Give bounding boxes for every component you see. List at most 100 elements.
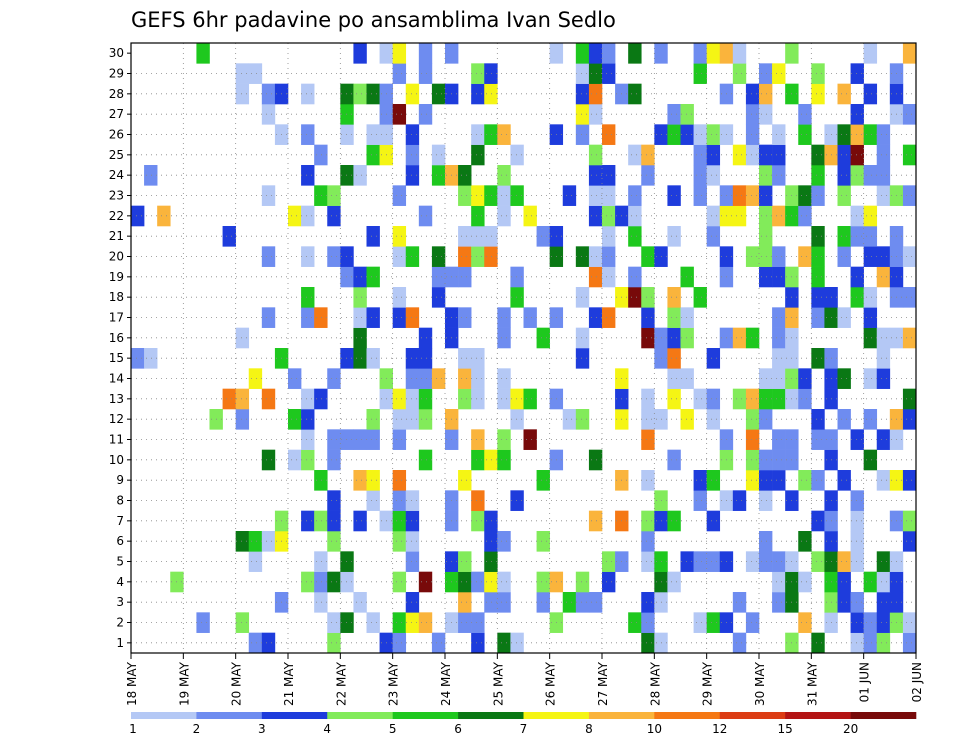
heatmap-cell [693, 388, 707, 410]
heatmap-cell [353, 165, 367, 186]
heatmap-cell [745, 104, 760, 125]
heatmap-cell [327, 246, 341, 267]
heatmap-cell [471, 205, 485, 227]
heatmap-cell [157, 205, 171, 227]
y-tick-label: 26 [109, 128, 124, 142]
heatmap-cell [628, 185, 642, 206]
heatmap-cell [235, 63, 250, 84]
heatmap-cell [798, 388, 812, 410]
heatmap-cell [641, 144, 655, 166]
heatmap-cell [602, 571, 616, 593]
heatmap-cell [850, 592, 864, 613]
heatmap-cell [641, 632, 655, 654]
heatmap-cell [536, 531, 550, 552]
heatmap-cell [366, 83, 380, 105]
heatmap-cell [902, 531, 917, 552]
heatmap-cell [575, 592, 590, 613]
heatmap-cell [288, 368, 302, 389]
heatmap-cell [759, 185, 773, 206]
heatmap-cell [772, 205, 786, 227]
y-tick-label: 23 [109, 189, 124, 203]
heatmap-cell [732, 388, 747, 410]
colorbar-label: 15 [778, 722, 793, 736]
heatmap-cell [523, 307, 537, 328]
heatmap-cell [314, 144, 328, 166]
heatmap-cell [811, 307, 825, 328]
colorbar-swatch [785, 712, 851, 719]
heatmap-cell [811, 266, 825, 288]
heatmap-cell [706, 551, 721, 572]
heatmap-cell [392, 531, 407, 552]
heatmap-cell [575, 571, 590, 593]
heatmap-cell [314, 551, 328, 572]
heatmap-cell [706, 43, 721, 64]
heatmap-cell [458, 348, 472, 369]
x-tick-label: 01 JUN [858, 662, 872, 702]
heatmap-cell [405, 165, 420, 186]
heatmap-cell [575, 83, 590, 105]
colorbar-label: 12 [712, 722, 727, 736]
heatmap-cell [798, 531, 812, 552]
heatmap-cell [471, 246, 485, 267]
heatmap-cell [405, 612, 420, 633]
heatmap-cell [628, 144, 642, 166]
heatmap-cell [327, 632, 341, 654]
y-tick-label: 14 [109, 372, 124, 386]
heatmap-cell [863, 43, 878, 64]
heatmap-cell [811, 510, 825, 532]
heatmap-cell [471, 348, 485, 369]
heatmap-cell [667, 388, 681, 410]
heatmap-cell [418, 368, 433, 389]
heatmap-cell [667, 571, 681, 593]
heatmap-cell [510, 266, 524, 288]
heatmap-cell [405, 124, 420, 145]
heatmap-cell [693, 63, 707, 84]
heatmap-cell [811, 470, 825, 491]
heatmap-cell [798, 124, 812, 145]
heatmap-cell [772, 63, 786, 84]
heatmap-cell [850, 490, 864, 511]
heatmap-cell [772, 449, 786, 471]
heatmap-cell [366, 266, 380, 288]
heatmap-cell [471, 144, 485, 166]
heatmap-cell [471, 63, 485, 84]
heatmap-cell [772, 165, 786, 186]
x-tick-label: 21 MAY [282, 661, 296, 706]
plot-frame [130, 42, 917, 654]
heatmap-cell [641, 470, 655, 491]
x-tick-label: 22 MAY [334, 661, 348, 706]
heatmap-cell [863, 287, 878, 308]
heatmap-cell [471, 368, 485, 389]
heatmap-cell [693, 470, 707, 491]
heatmap-cell [693, 43, 707, 64]
x-axis-ticks: 18 MAY 19 MAY 20 MAY 21 MAY 22 MAY 23 MAY 24 M… [125, 653, 924, 706]
heatmap-cell [759, 551, 773, 572]
heatmap-cell [641, 592, 655, 613]
heatmap-cell [340, 612, 354, 633]
heatmap-cell [484, 63, 498, 84]
heatmap-cell [850, 287, 864, 308]
heatmap-cell [628, 83, 642, 105]
heatmap-cell [431, 368, 446, 389]
heatmap-cell [902, 144, 917, 166]
heatmap-cell [759, 266, 773, 288]
heatmap-cell [759, 409, 773, 430]
heatmap-cell [588, 246, 603, 267]
heatmap-cell [667, 327, 681, 349]
heatmap-cell [588, 449, 603, 471]
heatmap-cell [405, 348, 420, 369]
heatmap-cell [811, 551, 825, 572]
heatmap-cell [693, 287, 707, 308]
heatmap-cell [759, 246, 773, 267]
heatmap-cell [418, 612, 433, 633]
heatmap-cell [902, 470, 917, 491]
colorbar-label: 8 [585, 722, 593, 736]
heatmap-cell [510, 185, 524, 206]
heatmap-cell [392, 104, 407, 125]
x-tick-label: 31 MAY [805, 661, 819, 706]
heatmap-cell [471, 388, 485, 410]
heatmap-cell [837, 185, 851, 206]
heatmap-cell [340, 348, 354, 369]
heatmap-cell [850, 104, 864, 125]
heatmap-cell [745, 185, 760, 206]
